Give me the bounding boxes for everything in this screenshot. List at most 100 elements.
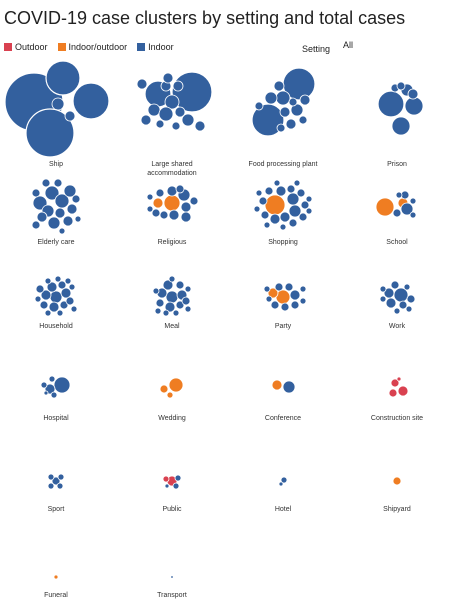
cluster-bubble[interactable] [48,375,56,383]
cluster-bubble[interactable] [166,391,174,399]
cluster-bubble[interactable] [63,184,77,198]
cluster-bubble[interactable] [282,380,296,394]
cluster-bubble[interactable] [288,218,298,228]
cluster-bubble[interactable] [140,114,152,126]
cluster-bubble[interactable] [44,277,52,285]
cluster-bubble[interactable] [397,385,409,397]
cluster-bubble[interactable] [151,208,161,218]
cluster-bubble[interactable] [62,215,74,227]
cluster-bubble[interactable] [159,384,169,394]
cluster-bubble[interactable] [180,211,192,223]
cluster-bubble[interactable] [172,309,180,317]
cluster-bubble[interactable] [407,88,419,100]
cluster-bubble[interactable] [48,301,60,313]
cluster-bubble[interactable] [409,211,417,219]
cluster-bubble[interactable] [57,473,65,481]
cluster-bubble[interactable] [175,280,185,290]
cluster-bubble[interactable] [189,196,199,206]
cluster-bubble[interactable] [45,60,81,96]
cluster-bubble[interactable] [47,216,61,230]
cluster-bubble[interactable] [285,118,297,130]
cluster-bubble[interactable] [396,376,402,382]
cluster-bubble[interactable] [265,295,273,303]
cluster-bubble[interactable] [64,110,76,122]
cluster-bubble[interactable] [269,213,281,225]
cluster-bubble[interactable] [54,275,62,283]
cluster-bubble[interactable] [263,221,271,229]
cluster-bubble[interactable] [264,186,274,196]
cluster-bubble[interactable] [385,297,397,309]
cluster-bubble[interactable] [390,378,400,388]
cluster-bubble[interactable] [404,96,424,116]
cluster-bubble[interactable] [251,103,285,137]
cluster-bubble[interactable] [409,197,417,205]
cluster-bubble[interactable] [405,305,413,313]
cluster-bubble[interactable] [164,301,176,313]
cluster-bubble[interactable] [155,188,165,198]
cluster-bubble[interactable] [36,211,48,223]
cluster-bubble[interactable] [270,300,280,310]
cluster-bubble[interactable] [290,300,300,310]
cluster-bubble[interactable] [59,300,69,310]
cluster-bubble[interactable] [47,473,55,481]
legend-item-outdoor[interactable]: Outdoor [4,42,48,52]
cluster-bubble[interactable] [43,390,49,396]
cluster-bubble[interactable] [171,71,213,113]
cluster-bubble[interactable] [406,294,416,304]
cluster-bubble[interactable] [298,115,308,125]
cluster-bubble[interactable] [278,481,284,487]
cluster-bubble[interactable] [396,81,406,91]
cluster-bubble[interactable] [400,202,414,216]
cluster-bubble[interactable] [175,184,185,194]
cluster-bubble[interactable] [290,103,304,117]
cluster-bubble[interactable] [44,309,52,317]
cluster-bubble[interactable] [377,90,405,118]
cluster-bubble[interactable] [296,188,306,198]
cluster-bubble[interactable] [300,200,310,210]
cluster-bubble[interactable] [165,290,179,304]
cluster-bubble[interactable] [174,474,182,482]
cluster-bubble[interactable] [379,295,387,303]
cluster-bubble[interactable] [35,284,45,294]
cluster-bubble[interactable] [171,121,181,131]
cluster-bubble[interactable] [34,295,42,303]
cluster-bubble[interactable] [64,277,72,285]
cluster-bubble[interactable] [264,91,278,105]
cluster-bubble[interactable] [275,90,291,106]
cluster-bubble[interactable] [172,482,180,490]
cluster-bubble[interactable] [31,220,41,230]
cluster-bubble[interactable] [299,94,311,106]
cluster-bubble[interactable] [280,302,290,312]
cluster-bubble[interactable] [299,285,307,293]
cluster-bubble[interactable] [53,178,63,188]
cluster-bubble[interactable] [172,80,184,92]
cluster-bubble[interactable] [184,305,192,313]
cluster-bubble[interactable] [154,307,162,315]
cluster-bubble[interactable] [152,287,160,295]
cluster-bubble[interactable] [56,309,64,317]
cluster-bubble[interactable] [53,376,71,394]
cluster-bubble[interactable] [255,189,263,197]
cluster-bubble[interactable] [155,298,165,308]
cluster-bubble[interactable] [60,287,72,299]
cluster-bubble[interactable] [180,201,192,213]
cluster-bubble[interactable] [58,227,66,235]
cluster-bubble[interactable] [66,203,78,215]
cluster-bubble[interactable] [280,476,288,484]
legend-item-indoor[interactable]: Indoor [137,42,174,52]
cluster-bubble[interactable] [279,223,287,231]
cluster-bubble[interactable] [72,82,110,120]
cluster-bubble[interactable] [164,94,180,110]
cluster-bubble[interactable] [44,185,60,201]
cluster-bubble[interactable] [47,482,55,490]
cluster-bubble[interactable] [65,296,75,306]
cluster-bubble[interactable] [155,119,165,129]
cluster-bubble[interactable] [158,106,174,122]
cluster-bubble[interactable] [175,300,185,310]
cluster-bubble[interactable] [279,211,291,223]
cluster-bubble[interactable] [70,305,78,313]
cluster-bubble[interactable] [54,207,66,219]
cluster-bubble[interactable] [51,476,61,486]
cluster-bubble[interactable] [31,188,41,198]
cluster-bubble[interactable] [46,281,58,293]
